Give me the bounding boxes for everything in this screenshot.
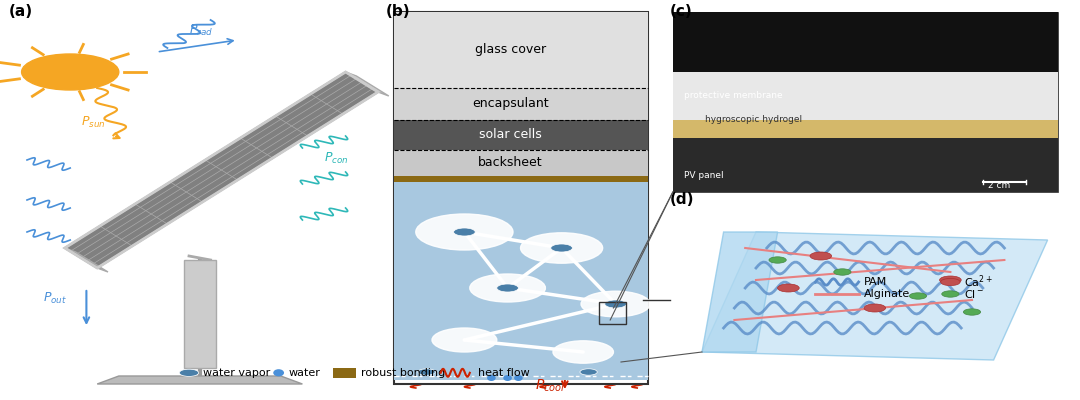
Ellipse shape [273,369,284,376]
Text: backsheet: backsheet [478,156,542,170]
Text: $P_{out}$: $P_{out}$ [43,291,67,306]
Circle shape [940,276,961,284]
Circle shape [605,300,626,308]
Bar [394,182,648,380]
Ellipse shape [487,375,496,381]
Circle shape [769,257,786,263]
Circle shape [581,291,650,317]
Circle shape [580,369,597,375]
Ellipse shape [514,375,523,381]
Text: (d): (d) [670,192,694,207]
Circle shape [497,284,518,292]
Text: $P_{cool}$: $P_{cool}$ [535,378,565,394]
Circle shape [418,369,435,375]
Text: 2 cm: 2 cm [988,181,1011,190]
Circle shape [470,274,545,302]
Polygon shape [702,232,778,352]
Circle shape [416,214,513,250]
Circle shape [551,244,572,252]
Bar [673,12,1058,192]
Circle shape [942,291,959,297]
Text: Ca$^{2+}$: Ca$^{2+}$ [964,274,994,290]
Circle shape [963,309,981,315]
Text: (a): (a) [9,4,32,19]
Text: water: water [288,368,321,378]
Text: hygroscopic hydrogel: hygroscopic hydrogel [705,115,802,124]
Text: PAM: PAM [864,277,888,287]
Circle shape [454,228,475,236]
Polygon shape [702,232,1048,360]
Bar [394,120,648,150]
Bar [394,150,648,176]
Text: heat flow: heat flow [478,368,530,378]
Circle shape [521,233,603,263]
Circle shape [553,341,613,363]
Circle shape [179,369,199,376]
Polygon shape [346,72,389,96]
Text: (c): (c) [670,4,692,19]
Polygon shape [65,248,108,272]
Text: robust bonding: robust bonding [361,368,445,378]
Text: (b): (b) [386,4,410,19]
Text: encapsulant: encapsulant [472,98,549,110]
Bar [394,88,648,120]
Circle shape [778,284,799,292]
Text: water vapor: water vapor [203,368,270,378]
Circle shape [909,293,927,299]
Circle shape [22,54,119,90]
Polygon shape [184,260,216,368]
Bar [394,12,648,384]
Circle shape [432,328,497,352]
Text: Alginate: Alginate [864,289,910,299]
Bar [394,12,648,88]
Text: glass cover: glass cover [475,44,545,56]
Circle shape [810,252,832,260]
Bar [599,302,626,324]
Bar [333,368,356,378]
Ellipse shape [503,375,512,381]
Text: $P_{rad}$: $P_{rad}$ [189,23,213,38]
Text: PV panel: PV panel [684,171,724,180]
Circle shape [864,304,886,312]
Polygon shape [65,72,378,268]
Text: solar cells: solar cells [478,128,542,142]
Circle shape [834,269,851,275]
Bar [673,12,1058,72]
Text: Cl$^-$: Cl$^-$ [964,288,985,300]
Circle shape [941,278,960,286]
Bar [394,176,648,182]
Bar [673,138,1058,192]
Text: $P_{con}$: $P_{con}$ [324,151,349,166]
Polygon shape [97,376,302,384]
Bar [673,120,1058,138]
Text: $P_{sun}$: $P_{sun}$ [81,115,106,130]
Bar [673,72,1058,120]
Text: protective membrane: protective membrane [684,91,782,100]
